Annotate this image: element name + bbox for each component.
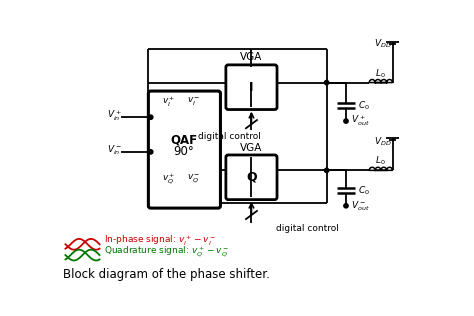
Circle shape — [344, 119, 348, 123]
Text: $v_I^-$: $v_I^-$ — [187, 96, 201, 108]
Text: $V_{DD}$: $V_{DD}$ — [374, 136, 392, 148]
Text: $v_I^+$: $v_I^+$ — [162, 95, 175, 109]
Text: $C_0$: $C_0$ — [357, 184, 370, 197]
Text: $V_{out}^-$: $V_{out}^-$ — [351, 199, 369, 213]
Text: In-phase signal: $v_I^+ - v_I^-$: In-phase signal: $v_I^+ - v_I^-$ — [104, 234, 217, 248]
Text: Quadrature signal: $v_Q^+ - v_Q^-$: Quadrature signal: $v_Q^+ - v_Q^-$ — [104, 245, 229, 259]
Circle shape — [344, 204, 348, 208]
Circle shape — [325, 81, 329, 85]
Text: $V_{in}^+$: $V_{in}^+$ — [107, 109, 122, 123]
Text: $C_0$: $C_0$ — [357, 100, 370, 112]
Text: $L_0$: $L_0$ — [375, 67, 386, 80]
Text: Q: Q — [246, 171, 257, 184]
Text: $L_0$: $L_0$ — [375, 155, 386, 167]
Text: $V_{in}^-$: $V_{in}^-$ — [107, 143, 122, 157]
Text: digital control: digital control — [276, 224, 339, 234]
Text: $v_Q^+$: $v_Q^+$ — [162, 172, 175, 186]
Text: 90°: 90° — [173, 145, 194, 158]
FancyBboxPatch shape — [226, 155, 277, 200]
Circle shape — [148, 115, 153, 119]
Circle shape — [148, 150, 153, 154]
Circle shape — [325, 168, 329, 173]
Text: VGA: VGA — [240, 52, 263, 62]
Text: QAF: QAF — [171, 133, 198, 146]
Text: VGA: VGA — [240, 143, 263, 153]
Text: $v_Q^-$: $v_Q^-$ — [187, 173, 201, 185]
FancyBboxPatch shape — [148, 91, 220, 208]
Text: $V_{out}^+$: $V_{out}^+$ — [351, 114, 369, 128]
Text: Block diagram of the phase shifter.: Block diagram of the phase shifter. — [63, 268, 270, 281]
Text: digital control: digital control — [198, 132, 261, 141]
Text: I: I — [249, 81, 254, 94]
FancyBboxPatch shape — [226, 65, 277, 110]
Text: $V_{DD}$: $V_{DD}$ — [374, 37, 392, 50]
